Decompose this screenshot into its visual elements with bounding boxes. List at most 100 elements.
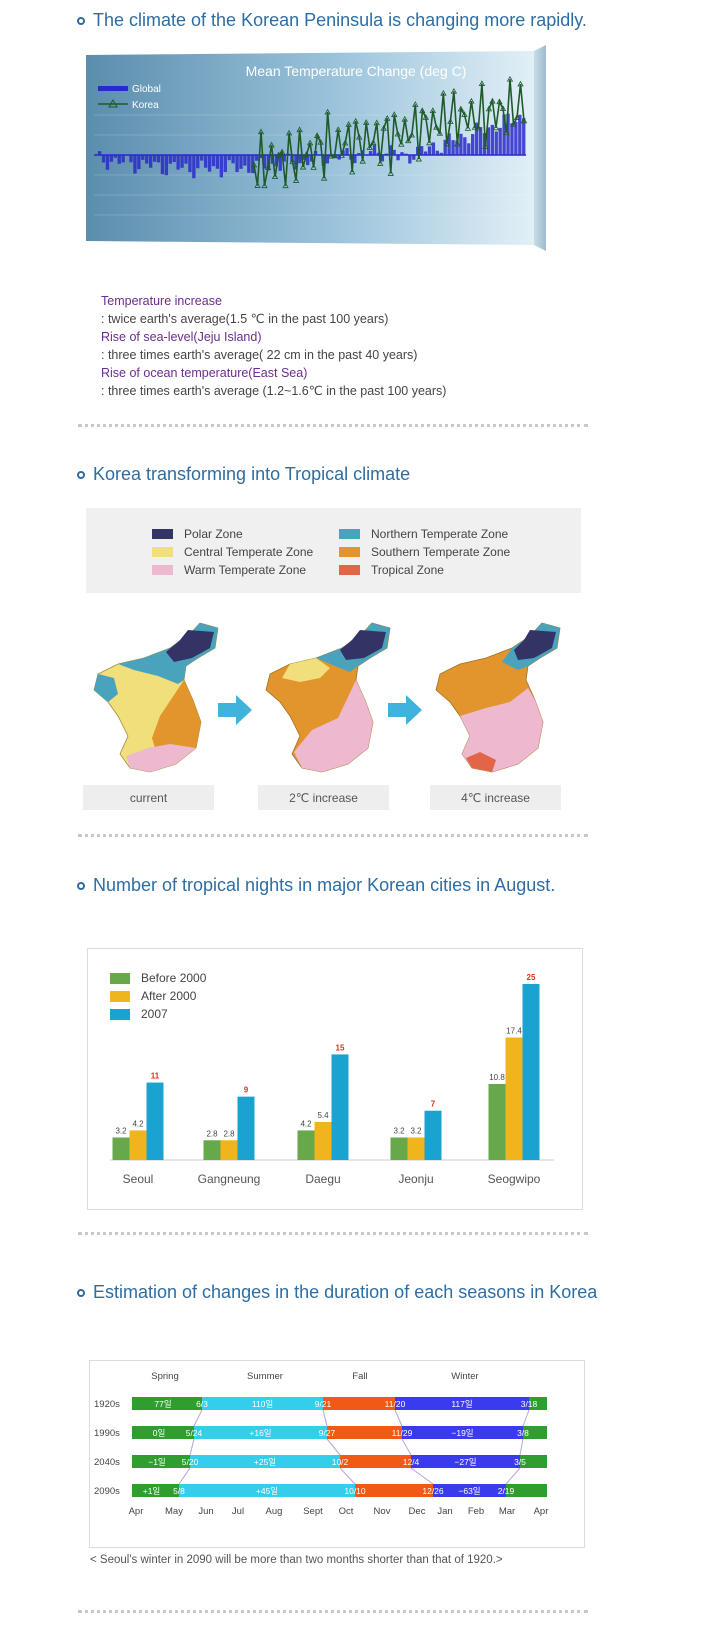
global-bar	[235, 155, 239, 173]
korea-point	[363, 119, 370, 125]
legend-item-southern-temperate: Southern Temperate Zone	[339, 545, 510, 559]
global-bar	[459, 133, 463, 155]
fact-value: : three times earth's average (1.2~1.6℃ …	[101, 384, 447, 398]
global-bar	[463, 137, 467, 155]
season-value-label: 5/8	[173, 1486, 185, 1496]
bar-value-label: 15	[336, 1043, 345, 1052]
season-value-label: +16일	[249, 1428, 271, 1438]
korea-point	[499, 105, 507, 112]
korea-point	[520, 117, 528, 124]
korea-point	[510, 120, 517, 127]
season-segment	[132, 1426, 194, 1439]
global-bar	[184, 155, 188, 164]
legend-swatch	[110, 990, 130, 1002]
global-bar	[478, 127, 483, 155]
global-bar	[514, 121, 518, 155]
legend-swatch	[110, 1008, 130, 1020]
season-value-label: 0일	[153, 1428, 166, 1438]
korea-point	[513, 114, 521, 120]
global-bar	[368, 151, 373, 155]
season-header: Winter	[451, 1371, 478, 1382]
korea-point	[426, 139, 433, 146]
bar	[424, 1110, 442, 1160]
season-duration-chart: Spring Summer Fall Winter 1920s 77일 6/3 110일 9/2…	[94, 1371, 549, 1517]
circle-bullet-icon	[77, 881, 85, 890]
korea-point	[268, 141, 275, 148]
legend-item-northern-temperate: Northern Temperate Zone	[339, 527, 508, 541]
bar	[505, 1037, 523, 1160]
season-value-label: 12/4	[403, 1457, 420, 1467]
korea-point	[327, 152, 335, 159]
korea-point	[345, 121, 352, 127]
month-tick-label: Sept	[303, 1506, 323, 1517]
korea-point	[324, 108, 331, 115]
month-tick-label: Apr	[534, 1506, 549, 1517]
season-segment	[520, 1455, 547, 1468]
section-divider	[78, 1610, 588, 1613]
global-bar	[423, 151, 428, 155]
season-value-label: 5/20	[182, 1457, 199, 1467]
fact-title: Rise of ocean temperature(East Sea)	[101, 366, 308, 380]
global-bar	[302, 155, 306, 160]
season-value-label: 9/21	[315, 1399, 332, 1409]
global-bar	[227, 155, 231, 161]
global-bar	[172, 155, 176, 163]
korea-point	[292, 177, 300, 183]
bar-value-label: 10.8	[489, 1073, 505, 1082]
global-bar	[408, 155, 412, 164]
climate-facts: Temperature increase : twice earth's ave…	[101, 292, 446, 400]
global-bar	[419, 146, 424, 155]
boundary-connector	[505, 1467, 521, 1485]
season-value-label: 9/27	[319, 1428, 336, 1438]
season-value-label: 110일	[252, 1399, 273, 1409]
arrow-right-icon	[218, 695, 252, 725]
month-tick-label: Jul	[232, 1506, 244, 1517]
season-segment	[327, 1426, 402, 1439]
fact-value: : twice earth's average(1.5 ℃ in the pas…	[101, 312, 389, 326]
bar-value-label: 3.2	[115, 1126, 127, 1135]
global-bar	[376, 152, 381, 155]
section-divider	[78, 834, 588, 837]
korea-point	[391, 111, 398, 117]
korea-point	[517, 80, 524, 87]
season-value-label: 10/10	[344, 1486, 366, 1496]
season-segment	[132, 1397, 202, 1410]
bar	[331, 1054, 349, 1160]
legend-swatch	[339, 529, 360, 539]
global-bar	[321, 155, 326, 166]
season-segment	[411, 1455, 520, 1468]
global-bar	[498, 127, 502, 155]
season-segment	[132, 1484, 179, 1497]
bar-value-label: 2.8	[223, 1129, 235, 1138]
map-label-2c: 2℃ increase	[258, 785, 389, 810]
korea-point	[492, 124, 500, 131]
global-bar	[156, 155, 161, 163]
global-bar	[152, 155, 157, 162]
global-bar	[207, 155, 212, 172]
korea-point	[377, 160, 384, 166]
legend-swatch	[152, 529, 173, 539]
fact-value: : three times earth's average( 22 cm in …	[101, 348, 418, 362]
global-bar	[439, 152, 443, 155]
global-bar	[474, 122, 479, 155]
korea-point	[412, 101, 419, 107]
global-bar	[471, 134, 475, 155]
korea-point	[482, 143, 489, 149]
legend-label: Tropical Zone	[371, 563, 444, 577]
global-bar	[101, 155, 106, 163]
global-bar	[141, 155, 145, 160]
season-segment	[523, 1426, 547, 1439]
chart-panel-side	[534, 45, 546, 251]
global-bar	[443, 139, 447, 155]
korea-point	[313, 132, 321, 138]
korea-point	[450, 87, 458, 94]
legend-label: Polar Zone	[184, 527, 243, 541]
korea-point	[271, 173, 279, 180]
heading-text: Number of tropical nights in major Korea…	[93, 875, 556, 895]
global-bar	[109, 155, 114, 162]
bar-value-label: 3.2	[410, 1126, 422, 1135]
tropical-nights-chart: 3.2 4.2 11 Seoul 2.8 2.8 9 Gangneung 4.2 5.4 15 Dae…	[110, 973, 554, 1186]
month-tick-label: Jan	[437, 1506, 452, 1517]
boundary-connector	[326, 1438, 341, 1456]
season-value-label: 11/20	[385, 1399, 406, 1409]
